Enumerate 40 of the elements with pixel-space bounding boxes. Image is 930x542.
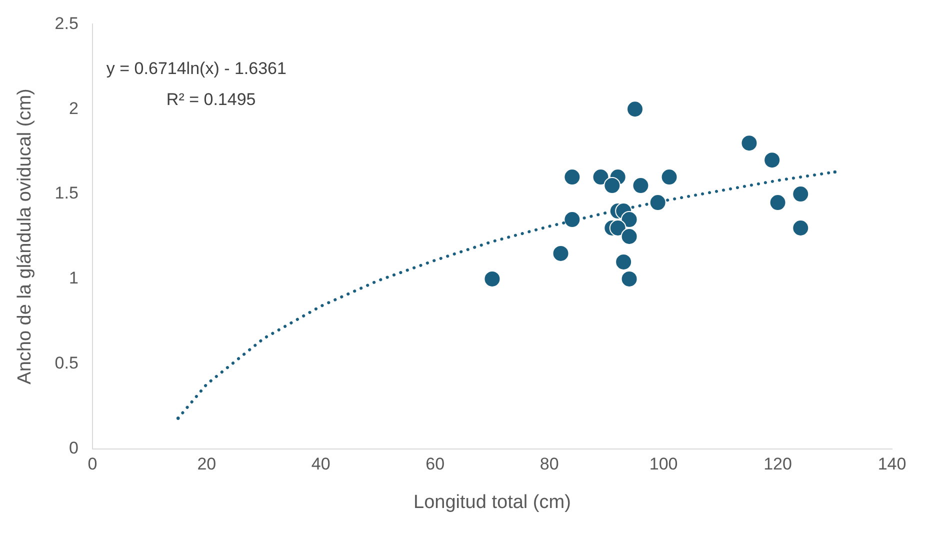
point	[552, 244, 570, 262]
y-tick-label: 1	[68, 268, 78, 288]
point	[564, 211, 581, 228]
x-tick-label: 20	[197, 454, 216, 474]
point	[176, 416, 180, 420]
point	[615, 253, 632, 270]
x-tick-label: 140	[878, 454, 906, 474]
annotation: R² = 0.1495	[166, 90, 256, 109]
point	[740, 134, 758, 152]
annotation: y = 0.6714ln(x) - 1.6361	[106, 58, 286, 78]
y-tick-label: 2	[68, 98, 78, 118]
y-tick-label: 1.5	[54, 184, 78, 203]
x-tick-label: 40	[311, 454, 330, 474]
point	[604, 177, 621, 194]
point	[792, 186, 810, 203]
point	[769, 194, 786, 212]
point	[484, 270, 501, 288]
point	[649, 194, 666, 212]
x-tick-label: 80	[540, 454, 559, 474]
x-tick-label: 60	[426, 454, 445, 474]
point	[792, 220, 810, 237]
y-tick-label: 0	[68, 438, 78, 458]
x-tick-label: 0	[88, 454, 98, 474]
y-tick-label: 0.5	[54, 354, 78, 373]
point	[833, 170, 836, 174]
point	[632, 177, 650, 194]
x-tick-label: 100	[649, 454, 678, 474]
point	[626, 100, 644, 118]
x-axis-title: Longitud total (cm)	[414, 492, 571, 513]
point	[564, 168, 581, 186]
point	[620, 228, 638, 245]
point	[609, 220, 626, 237]
point	[660, 168, 678, 186]
point	[620, 270, 638, 288]
point	[764, 152, 781, 169]
point	[592, 168, 610, 186]
y-axis-title: Ancho de la glándula oviducal (cm)	[14, 88, 36, 384]
point	[620, 211, 638, 228]
x-tick-label: 120	[764, 454, 792, 474]
y-tick-label: 2.5	[54, 14, 78, 33]
